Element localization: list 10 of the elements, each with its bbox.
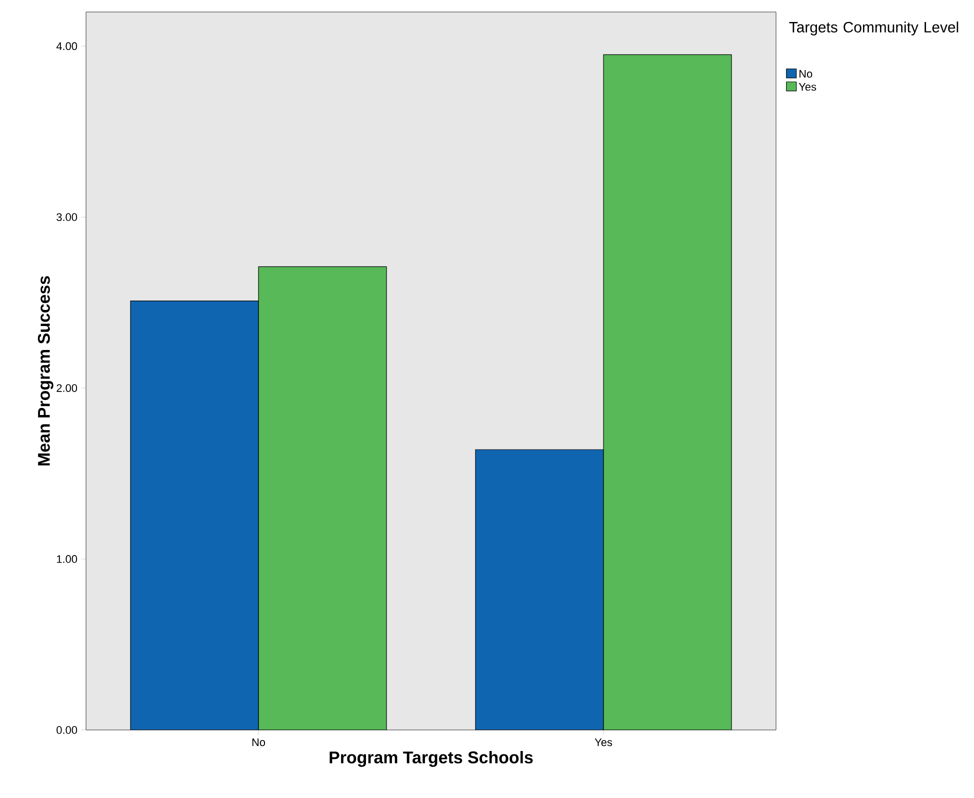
y-tick-label: 0.00 [56, 726, 78, 734]
y-tick-label: 2.00 [56, 384, 78, 392]
legend-label: No [800, 70, 812, 78]
legend-title: Targets Community Level [789, 22, 958, 36]
x-axis-title: Program Targets Schools [330, 750, 533, 767]
legend-label: Yes [798, 83, 816, 91]
y-axis-title: Mean Program Success [38, 276, 54, 466]
y-tick-label: 3.00 [56, 213, 78, 222]
y-tick-label: 4.00 [56, 42, 78, 50]
y-tick-label: 1.00 [56, 555, 78, 563]
